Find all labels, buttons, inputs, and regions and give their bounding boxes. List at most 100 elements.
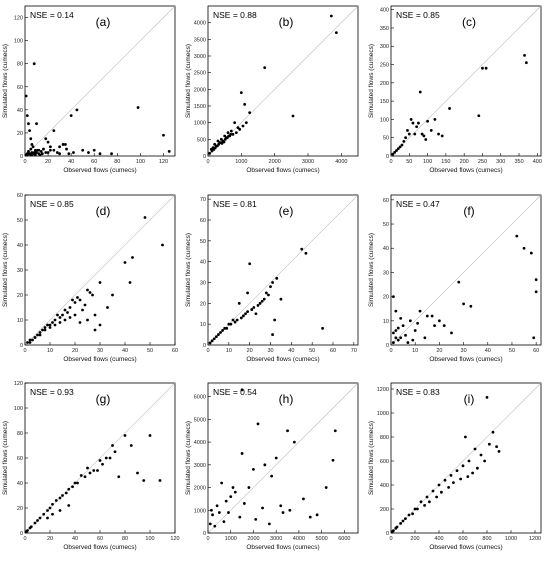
x-tick-label: 200	[460, 159, 469, 165]
data-point	[459, 477, 462, 481]
data-point	[52, 129, 56, 133]
y-axis-label: Simulated flows (cumecs)	[2, 44, 9, 118]
data-point	[394, 336, 398, 340]
data-point	[288, 508, 292, 512]
data-point	[515, 234, 519, 238]
data-point	[229, 129, 233, 133]
data-point	[467, 459, 471, 463]
y-tick-label: 40	[383, 246, 389, 252]
x-tick-label: 6000	[338, 536, 350, 542]
data-point	[523, 53, 526, 57]
data-point	[31, 145, 35, 149]
data-point	[217, 142, 221, 146]
y-tick-label: 100	[14, 406, 23, 412]
data-point	[449, 474, 453, 477]
data-point	[58, 145, 62, 149]
data-point	[396, 338, 400, 342]
y-tick-label: 20	[17, 506, 23, 512]
data-point	[58, 321, 62, 324]
data-point	[229, 322, 233, 326]
data-point	[254, 312, 258, 316]
x-tick-label: 60	[172, 348, 178, 354]
panel-d: 0 10 20 30 40 50 60 0 10 20 30 40 50 60 NSE = 0.85 (d) O…	[0, 189, 183, 378]
data-points	[390, 396, 501, 534]
data-point	[93, 313, 97, 317]
data-point	[256, 304, 260, 307]
y-tick-label: 40	[17, 108, 23, 114]
data-point	[48, 148, 52, 152]
data-point	[106, 306, 109, 309]
x-tick-label: 30	[97, 348, 103, 354]
data-point	[104, 456, 108, 460]
y-tick-label: 4000	[194, 21, 206, 27]
data-points	[392, 234, 538, 344]
y-tick-label: 0	[386, 154, 389, 160]
y-axis-label: Simulated flows (cumecs)	[368, 233, 375, 307]
data-point	[108, 456, 112, 460]
data-point	[484, 66, 488, 70]
data-point	[25, 114, 29, 118]
data-point	[416, 507, 419, 511]
data-point	[250, 308, 254, 311]
data-point	[88, 471, 92, 475]
x-tick-label: 100	[423, 159, 432, 165]
data-point	[406, 341, 410, 344]
x-tick-label: 10	[226, 348, 232, 354]
data-point	[415, 125, 419, 129]
data-point	[148, 434, 152, 437]
y-tick-label: 40	[17, 243, 23, 249]
y-tick-label: 30	[383, 270, 389, 276]
y-tick-label: 250	[380, 63, 389, 69]
data-point	[304, 251, 308, 255]
data-point	[72, 151, 75, 154]
data-point	[227, 511, 230, 514]
data-point	[258, 301, 262, 305]
x-tick-label: 5000	[316, 536, 328, 542]
data-point	[28, 526, 32, 530]
data-point	[222, 520, 226, 524]
y-tick-label: 6000	[194, 395, 206, 401]
x-axis-label: Observed flows (cumecs)	[246, 356, 319, 363]
data-point	[437, 132, 440, 136]
x-tick-label: 50	[309, 348, 315, 354]
data-point	[413, 507, 417, 511]
y-tick-label: 4000	[194, 440, 206, 446]
data-point	[396, 326, 400, 330]
data-point	[479, 453, 483, 457]
y-tick-label: 3500	[194, 37, 206, 43]
panel-c: 0 50 100 150 200 250 300 350 400 0 50 100 150 200 250 3…	[366, 0, 549, 189]
panel-g: 0 20 40 60 80 100 120 0 20 40 60 80 100 120 NSE = 0.93…	[0, 377, 183, 566]
data-point	[71, 485, 74, 489]
data-point	[128, 281, 132, 284]
data-point	[51, 321, 54, 324]
data-point	[71, 298, 74, 302]
data-point	[433, 324, 436, 328]
data-point	[226, 131, 230, 135]
y-tick-label: 0	[386, 343, 389, 349]
data-points	[24, 62, 171, 157]
x-tick-label: 20	[45, 159, 51, 165]
data-point	[32, 62, 36, 66]
y-tick-label: 400	[380, 483, 389, 489]
panel-letter: (f)	[463, 204, 474, 218]
data-point	[36, 148, 40, 152]
data-point	[411, 338, 415, 342]
panel-letter: (a)	[96, 15, 111, 29]
data-point	[425, 314, 429, 318]
x-tick-label: 0	[389, 536, 392, 542]
data-point	[534, 290, 538, 294]
data-point	[29, 153, 33, 157]
y-axis-label: Simulated flows (cumecs)	[185, 421, 192, 495]
data-point	[136, 471, 139, 475]
y-tick-label: 50	[383, 222, 389, 228]
data-point	[429, 128, 433, 132]
y-tick-label: 60	[383, 198, 389, 204]
panel-letter: (c)	[462, 15, 476, 29]
data-point	[437, 319, 441, 323]
data-point	[248, 111, 252, 115]
x-tick-label: 2000	[247, 536, 259, 542]
nse-label: NSE = 0.85	[396, 10, 440, 20]
x-tick-label: 40	[68, 159, 74, 165]
data-point	[212, 337, 216, 341]
y-tick-label: 80	[17, 431, 23, 437]
